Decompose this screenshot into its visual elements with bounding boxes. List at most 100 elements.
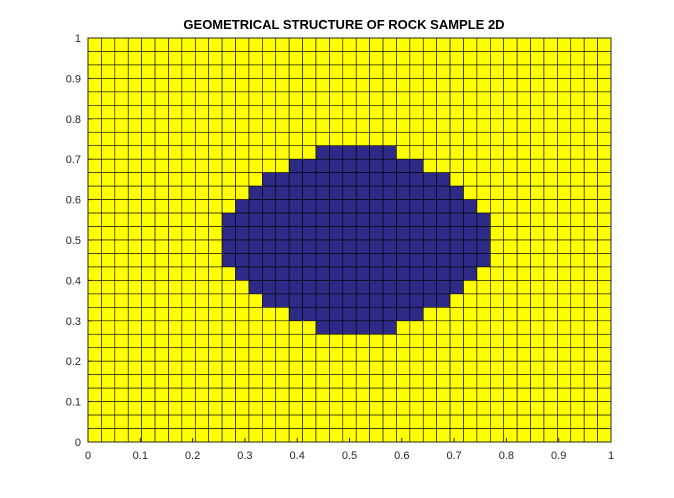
- matrix-cell: [262, 158, 277, 173]
- inclusion-cell: [221, 253, 236, 268]
- matrix-cell: [154, 414, 169, 429]
- inclusion-cell: [315, 199, 330, 214]
- matrix-cell: [114, 414, 129, 429]
- matrix-cell: [87, 78, 102, 93]
- matrix-cell: [463, 280, 478, 295]
- matrix-cell: [583, 78, 598, 93]
- inclusion-cell: [288, 280, 303, 295]
- matrix-cell: [101, 51, 116, 66]
- matrix-cell: [583, 374, 598, 389]
- matrix-cell: [516, 293, 531, 308]
- inclusion-cell: [436, 185, 451, 200]
- matrix-cell: [409, 414, 424, 429]
- matrix-cell: [355, 428, 370, 443]
- matrix-cell: [355, 374, 370, 389]
- matrix-cell: [221, 293, 236, 308]
- x-tick-label: 0.7: [446, 450, 461, 462]
- matrix-cell: [101, 131, 116, 147]
- inclusion-cell: [355, 212, 370, 227]
- matrix-cell: [409, 91, 424, 106]
- matrix-cell: [168, 212, 183, 227]
- matrix-cell: [396, 387, 411, 402]
- matrix-cell: [154, 347, 169, 362]
- matrix-cell: [449, 172, 464, 187]
- matrix-cell: [114, 347, 129, 362]
- matrix-cell: [503, 280, 518, 295]
- matrix-cell: [194, 293, 209, 308]
- matrix-cell: [275, 360, 290, 375]
- matrix-cell: [597, 239, 612, 254]
- matrix-cell: [127, 37, 142, 52]
- matrix-cell: [530, 333, 545, 349]
- inclusion-cell: [449, 280, 464, 295]
- matrix-cell: [181, 360, 196, 375]
- matrix-cell: [302, 333, 317, 349]
- inclusion-cell: [329, 280, 344, 295]
- matrix-cell: [114, 320, 129, 335]
- matrix-cell: [141, 78, 156, 93]
- inclusion-cell: [329, 185, 344, 200]
- matrix-cell: [275, 307, 290, 322]
- matrix-cell: [194, 253, 209, 268]
- matrix-cell: [221, 158, 236, 173]
- matrix-cell: [490, 199, 505, 214]
- matrix-cell: [235, 118, 250, 133]
- matrix-cell: [248, 401, 263, 416]
- matrix-cell: [557, 226, 572, 241]
- matrix-cell: [382, 78, 397, 93]
- matrix-cell: [329, 105, 344, 120]
- matrix-cell: [101, 199, 116, 214]
- matrix-cell: [583, 212, 598, 227]
- x-tick-label: 0.5: [342, 450, 357, 462]
- matrix-cell: [583, 37, 598, 52]
- matrix-cell: [315, 78, 330, 93]
- matrix-cell: [208, 158, 223, 173]
- matrix-cell: [503, 145, 518, 160]
- matrix-cell: [436, 374, 451, 389]
- inclusion-cell: [409, 253, 424, 268]
- matrix-cell: [168, 387, 183, 402]
- matrix-cell: [208, 387, 223, 402]
- matrix-cell: [422, 401, 437, 416]
- matrix-cell: [208, 185, 223, 200]
- inclusion-cell: [369, 293, 384, 308]
- matrix-cell: [141, 266, 156, 281]
- matrix-cell: [476, 414, 491, 429]
- matrix-cell: [275, 320, 290, 335]
- inclusion-cell: [449, 239, 464, 254]
- matrix-cell: [208, 280, 223, 295]
- matrix-cell: [101, 226, 116, 241]
- matrix-cell: [288, 64, 303, 79]
- inclusion-cell: [396, 280, 411, 295]
- matrix-cell: [141, 199, 156, 214]
- matrix-cell: [114, 266, 129, 281]
- matrix-cell: [382, 360, 397, 375]
- matrix-cell: [154, 226, 169, 241]
- matrix-cell: [583, 51, 598, 66]
- matrix-cell: [490, 51, 505, 66]
- inclusion-cell: [342, 307, 357, 322]
- inclusion-cell: [409, 172, 424, 187]
- matrix-cell: [141, 239, 156, 254]
- inclusion-cell: [315, 293, 330, 308]
- matrix-cell: [127, 212, 142, 227]
- matrix-cell: [597, 226, 612, 241]
- matrix-cell: [127, 199, 142, 214]
- inclusion-cell: [342, 145, 357, 160]
- matrix-cell: [422, 428, 437, 443]
- matrix-cell: [516, 105, 531, 120]
- matrix-cell: [181, 212, 196, 227]
- matrix-cell: [101, 401, 116, 416]
- matrix-cell: [583, 307, 598, 322]
- matrix-cell: [409, 387, 424, 402]
- inclusion-cell: [315, 212, 330, 227]
- matrix-cell: [503, 347, 518, 362]
- matrix-cell: [516, 131, 531, 147]
- matrix-cell: [583, 131, 598, 147]
- matrix-cell: [194, 266, 209, 281]
- matrix-cell: [530, 226, 545, 241]
- matrix-cell: [570, 280, 585, 295]
- matrix-cell: [221, 131, 236, 147]
- matrix-cell: [221, 78, 236, 93]
- matrix-cell: [597, 64, 612, 79]
